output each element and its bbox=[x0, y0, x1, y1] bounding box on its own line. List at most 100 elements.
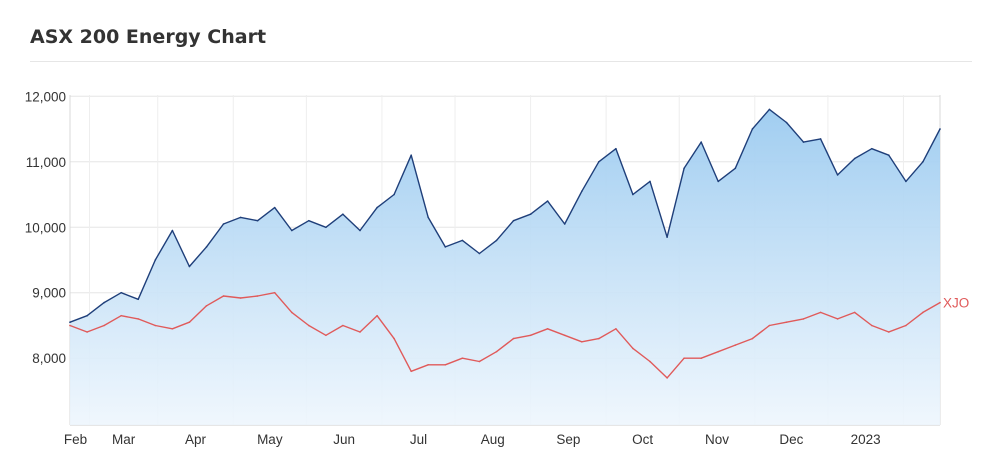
data-point bbox=[86, 314, 88, 317]
data-point bbox=[598, 161, 600, 163]
data-point bbox=[683, 167, 685, 170]
data-point bbox=[188, 265, 191, 268]
data-point bbox=[581, 341, 583, 343]
data-point bbox=[649, 360, 651, 363]
data-point bbox=[239, 297, 242, 299]
data-point bbox=[819, 311, 822, 314]
data-point bbox=[444, 246, 447, 248]
data-point bbox=[836, 174, 839, 176]
data-point bbox=[137, 318, 139, 320]
data-point bbox=[922, 311, 924, 314]
data-point bbox=[86, 331, 88, 333]
x-tick-label: Mar bbox=[112, 432, 136, 447]
x-tick-label: Oct bbox=[632, 432, 653, 447]
series-line-xjo bbox=[69, 292, 941, 379]
data-point bbox=[69, 321, 71, 324]
data-point bbox=[291, 311, 293, 314]
data-point bbox=[222, 295, 225, 297]
data-point bbox=[939, 301, 941, 304]
data-point bbox=[905, 324, 907, 327]
data-point bbox=[393, 337, 395, 340]
axis-layer: 8,000 9,000 10,000 11,000 12,000 Feb Mar Apr May… bbox=[25, 89, 881, 447]
data-point bbox=[120, 291, 122, 294]
data-point bbox=[802, 318, 805, 320]
data-point bbox=[461, 239, 464, 242]
data-point bbox=[273, 291, 276, 294]
data-point bbox=[478, 360, 481, 363]
data-point bbox=[802, 141, 805, 143]
data-point bbox=[615, 328, 617, 330]
x-tick-label: Apr bbox=[185, 432, 207, 447]
data-point bbox=[308, 324, 310, 327]
data-point bbox=[137, 298, 139, 301]
data-point bbox=[785, 321, 788, 324]
data-point bbox=[615, 147, 617, 150]
data-point bbox=[836, 318, 839, 320]
data-point bbox=[205, 246, 208, 248]
series-label: XJO bbox=[943, 296, 969, 311]
data-point bbox=[103, 301, 105, 304]
data-point bbox=[905, 180, 907, 183]
data-point bbox=[888, 154, 890, 156]
data-point bbox=[700, 357, 702, 360]
data-point bbox=[546, 328, 549, 330]
data-point bbox=[256, 219, 259, 222]
data-point bbox=[853, 157, 856, 160]
data-point bbox=[717, 350, 719, 353]
data-point bbox=[291, 229, 293, 232]
data-point bbox=[700, 141, 702, 143]
data-point bbox=[546, 200, 549, 202]
data-point bbox=[529, 334, 532, 337]
data-point bbox=[495, 239, 498, 242]
data-point bbox=[512, 219, 515, 222]
data-point bbox=[683, 357, 685, 360]
data-point bbox=[154, 259, 157, 261]
data-point bbox=[632, 193, 634, 196]
y-tick-label: 10,000 bbox=[25, 220, 66, 235]
data-point bbox=[768, 324, 771, 327]
data-point bbox=[376, 314, 378, 317]
data-point bbox=[325, 334, 327, 337]
x-tick-label: Jul bbox=[410, 432, 427, 447]
x-tick-label: Nov bbox=[705, 432, 729, 447]
series-area-fill bbox=[70, 109, 940, 426]
data-point bbox=[939, 128, 941, 130]
data-point bbox=[632, 347, 634, 350]
data-point bbox=[393, 193, 395, 196]
data-point bbox=[785, 121, 788, 124]
data-point bbox=[478, 252, 481, 255]
data-point bbox=[308, 219, 310, 222]
data-point bbox=[342, 324, 344, 327]
data-point bbox=[359, 331, 361, 333]
data-point bbox=[461, 357, 464, 360]
data-point bbox=[188, 321, 191, 324]
y-tick-label: 11,000 bbox=[26, 155, 66, 170]
data-point bbox=[734, 167, 737, 170]
data-point bbox=[649, 180, 651, 183]
x-tick-label: Dec bbox=[779, 432, 803, 447]
data-point bbox=[103, 324, 105, 327]
y-tick-label: 8,000 bbox=[32, 351, 66, 366]
data-point bbox=[376, 206, 378, 209]
data-point bbox=[171, 328, 174, 330]
data-point bbox=[751, 128, 754, 130]
data-point bbox=[359, 229, 361, 232]
data-point bbox=[853, 311, 856, 314]
data-point bbox=[666, 377, 668, 379]
x-tick-label: Jun bbox=[333, 432, 355, 447]
data-point bbox=[69, 324, 71, 327]
data-point bbox=[734, 344, 737, 346]
data-point bbox=[717, 180, 719, 183]
data-point bbox=[888, 331, 890, 333]
data-point bbox=[410, 370, 413, 373]
data-point bbox=[171, 229, 174, 232]
x-tick-label: Feb bbox=[64, 432, 87, 447]
data-point bbox=[342, 213, 344, 215]
data-point bbox=[871, 147, 873, 150]
data-point bbox=[922, 161, 924, 163]
series-line-primary bbox=[69, 108, 941, 323]
x-tick-label: Aug bbox=[481, 432, 505, 447]
data-point bbox=[819, 138, 822, 140]
data-point bbox=[444, 364, 447, 366]
